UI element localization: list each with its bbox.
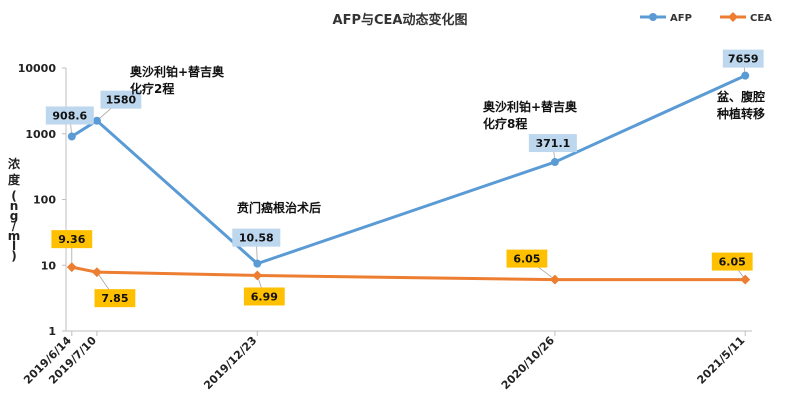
series-lines bbox=[70, 74, 746, 282]
data-label-cea: 6.99 bbox=[251, 290, 278, 303]
legend-label-cea: CEA bbox=[750, 13, 772, 24]
treatment-annotation-line: 奥沙利铂+替吉奥 bbox=[130, 64, 225, 79]
series-line-afp bbox=[70, 74, 746, 266]
treatment-annotation: 奥沙利铂+替吉奥化疗8程 bbox=[483, 99, 578, 131]
data-label-box-afp bbox=[45, 106, 94, 125]
treatment-annotation: 奥沙利铂+替吉奥化疗2程 bbox=[130, 64, 225, 96]
y-axis-label-char: 度 bbox=[8, 172, 21, 187]
data-point-cea bbox=[740, 274, 751, 285]
y-tick-label: 1 bbox=[48, 325, 56, 338]
data-point-afp bbox=[741, 71, 750, 80]
data-point-afp bbox=[67, 132, 76, 141]
treatment-annotation-line: 奥沙利铂+替吉奥 bbox=[483, 99, 578, 114]
treatment-annotation: 贲门癌根治术后 bbox=[237, 200, 321, 215]
legend-item-cea: CEA bbox=[720, 12, 772, 24]
data-label-box-cea bbox=[51, 230, 93, 249]
chart-title: AFP与CEA动态变化图 bbox=[333, 12, 468, 28]
data-labels: 908.6 1580 10.58 371.1 7659 9.36 7.85 6.99 6.05 6… bbox=[45, 49, 764, 308]
y-tick-labels: 1 10 100 1000 10000 bbox=[18, 62, 66, 338]
series-markers bbox=[66, 71, 751, 285]
y-axis-label-char: 浓 bbox=[8, 156, 21, 171]
legend: AFP CEA bbox=[640, 12, 772, 24]
y-axis-label-char: ) bbox=[11, 249, 16, 263]
y-tick-label: 100 bbox=[33, 194, 56, 207]
data-label-afp: 1580 bbox=[106, 94, 137, 107]
data-point-cea bbox=[549, 274, 560, 285]
data-label-box-cea bbox=[506, 249, 548, 268]
treatment-annotation-line: 化疗8程 bbox=[483, 116, 527, 131]
data-point-afp bbox=[253, 259, 262, 268]
data-label-box-afp bbox=[100, 90, 142, 109]
y-tick-label: 10 bbox=[41, 259, 57, 272]
y-axis-label: 浓度 (ng/ml) bbox=[8, 156, 21, 263]
data-label-cea: 6.05 bbox=[513, 253, 540, 266]
data-label-cea: 9.36 bbox=[58, 233, 85, 246]
treatment-annotation-line: 盆、腹腔 bbox=[716, 89, 765, 104]
data-label-cea: 7.85 bbox=[101, 292, 128, 305]
treatment-annotation-line: 贲门癌根治术后 bbox=[237, 200, 321, 215]
series-line-cea bbox=[71, 265, 746, 282]
y-axis-label-char: n bbox=[10, 199, 19, 213]
y-axis-label-char: ( bbox=[11, 189, 16, 203]
data-point-afp bbox=[92, 116, 101, 125]
x-tick-label: 2019/12/23 bbox=[201, 334, 259, 392]
treatment-annotation-line: 种植转移 bbox=[716, 106, 765, 121]
treatment-annotation-line: 化疗2程 bbox=[130, 81, 174, 96]
data-label-box-cea bbox=[94, 289, 136, 308]
y-axis-label-char: m bbox=[8, 229, 21, 243]
legend-item-afp: AFP bbox=[640, 13, 692, 24]
y-tick-label: 10000 bbox=[18, 62, 57, 75]
data-label-afp: 10.58 bbox=[239, 232, 274, 245]
data-point-cea bbox=[252, 270, 263, 281]
y-axis-label-char: / bbox=[12, 219, 17, 233]
data-label-cea: 6.05 bbox=[719, 256, 746, 269]
legend-marker-afp bbox=[649, 13, 657, 21]
data-point-afp bbox=[550, 158, 559, 167]
data-label-afp: 7659 bbox=[728, 53, 759, 66]
y-tick-label: 1000 bbox=[25, 128, 56, 141]
data-label-box-afp bbox=[528, 134, 577, 153]
y-axis-label-char: l bbox=[12, 239, 16, 253]
data-label-box-afp bbox=[232, 228, 281, 247]
data-label-box-cea bbox=[711, 252, 753, 271]
data-label-box-afp bbox=[722, 49, 764, 68]
data-label-box-cea bbox=[243, 287, 285, 306]
legend-label-afp: AFP bbox=[670, 13, 692, 24]
x-tick-label: 2021/5/11 bbox=[695, 334, 748, 387]
data-point-cea bbox=[66, 262, 77, 273]
data-label-afp: 908.6 bbox=[52, 109, 87, 122]
legend-marker-cea bbox=[728, 12, 738, 22]
x-tick-label: 2020/10/26 bbox=[499, 334, 557, 392]
data-label-afp: 371.1 bbox=[535, 137, 570, 150]
y-axis-label-char: g bbox=[10, 209, 19, 223]
treatment-annotation: 盆、腹腔种植转移 bbox=[716, 89, 765, 121]
data-point-cea bbox=[91, 267, 102, 278]
